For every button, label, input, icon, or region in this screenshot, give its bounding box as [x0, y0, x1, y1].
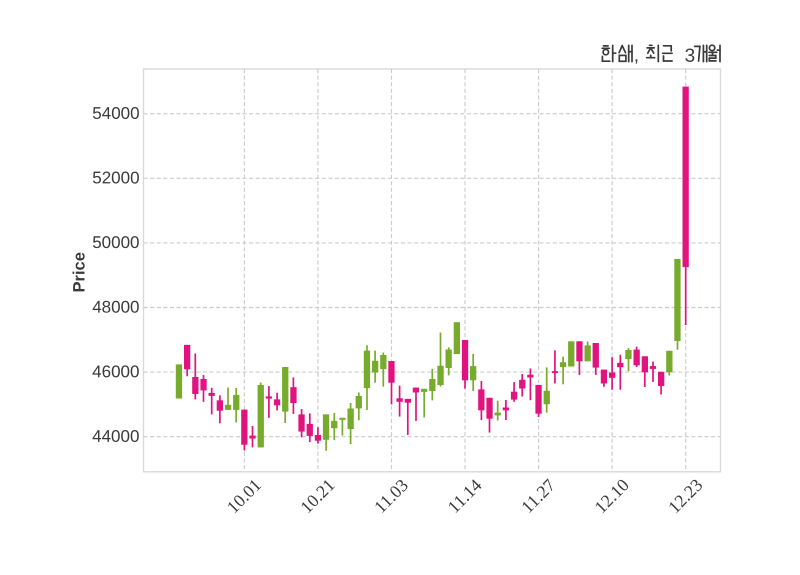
svg-text:44000: 44000 — [92, 427, 139, 446]
svg-text:54000: 54000 — [92, 104, 139, 123]
svg-text:46000: 46000 — [92, 362, 139, 381]
svg-text:48000: 48000 — [92, 298, 139, 317]
svg-text:,: , — [634, 45, 639, 66]
svg-text:Price: Price — [70, 252, 88, 292]
svg-text:3: 3 — [685, 46, 696, 67]
svg-text:50000: 50000 — [92, 233, 139, 252]
svg-text:52000: 52000 — [92, 168, 139, 187]
